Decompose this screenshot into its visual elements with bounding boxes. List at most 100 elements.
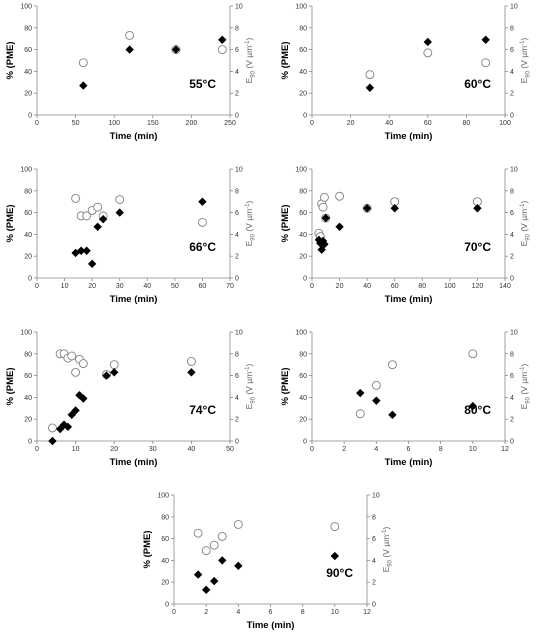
x-tick-label: 0 — [310, 120, 314, 127]
x-tick-label: 30 — [116, 283, 124, 290]
y-axis-title-left: % (PME) — [142, 531, 153, 569]
y-tick-label-left: 80 — [299, 25, 307, 32]
y-tick-label-left: 20 — [24, 91, 32, 98]
y-tick-label-right: 4 — [235, 395, 239, 402]
y-tick-label-left: 40 — [299, 232, 307, 239]
y-tick-label-right: 2 — [510, 417, 514, 424]
x-tick-label: 0 — [35, 120, 39, 127]
x-tick-label: 50 — [72, 120, 80, 127]
data-point-e90 — [371, 380, 381, 390]
y-tick-label-right: 2 — [510, 254, 514, 261]
y-tick-label-left: 40 — [299, 395, 307, 402]
chart-panel: 0 2 4 6 8 10 12 0 20 40 60 80 100 0 2 4 6 8 10 Time (min)% … — [275, 326, 550, 471]
x-tick-label: 6 — [407, 446, 411, 453]
x-tick-label: 8 — [301, 609, 305, 616]
x-axis-title: Time (min) — [385, 131, 433, 142]
x-tick-label: 30 — [149, 446, 157, 453]
y-tick-label-right: 0 — [235, 439, 239, 446]
y-tick-label-right: 4 — [235, 232, 239, 239]
y-tick-label-right: 8 — [372, 514, 376, 521]
y-tick-label-right: 6 — [235, 210, 239, 217]
y-tick-label-left: 0 — [165, 602, 169, 609]
data-point-e90 — [209, 540, 219, 550]
y-tick-label-left: 20 — [24, 254, 32, 261]
y-tick-label-left: 60 — [299, 47, 307, 54]
data-point-pme — [321, 213, 330, 223]
x-tick-label: 0 — [310, 283, 314, 290]
x-tick-label: 100 — [108, 120, 120, 127]
x-tick-label: 10 — [72, 446, 80, 453]
x-tick-label: 140 — [499, 283, 511, 290]
temperature-label: 70°C — [464, 240, 491, 254]
data-point-e90 — [71, 193, 81, 203]
y-tick-label-right: 2 — [235, 91, 239, 98]
y-axis-title-left: % (PME) — [280, 368, 291, 406]
data-point-pme — [187, 368, 196, 377]
data-point-e90 — [78, 359, 88, 369]
data-point-e90 — [82, 211, 92, 221]
y-tick-label-left: 0 — [303, 113, 307, 120]
data-point-pme — [79, 81, 88, 90]
data-point-pme — [218, 556, 227, 565]
y-tick-label-right: 8 — [235, 25, 239, 32]
data-point-pme — [93, 222, 102, 231]
data-point-e90 — [355, 409, 365, 419]
data-point-e90 — [201, 546, 211, 556]
y-tick-label-right: 4 — [510, 395, 514, 402]
data-point-e90 — [233, 519, 243, 529]
x-tick-label: 60 — [391, 283, 399, 290]
x-tick-label: 2 — [342, 446, 346, 453]
y-tick-label-right: 0 — [372, 602, 376, 609]
y-tick-label-left: 100 — [157, 493, 169, 500]
y-tick-label-left: 100 — [295, 330, 307, 337]
y-tick-label-left: 20 — [299, 91, 307, 98]
data-point-e90 — [481, 58, 491, 68]
y-tick-label-right: 6 — [372, 536, 376, 543]
data-point-e90 — [318, 202, 328, 212]
data-point-e90 — [330, 522, 340, 532]
x-tick-label: 150 — [147, 120, 159, 127]
y-axis-title-right: E90 (V µm-1) — [381, 526, 394, 572]
y-tick-label-right: 4 — [510, 232, 514, 239]
x-tick-label: 4 — [236, 609, 240, 616]
y-tick-label-left: 100 — [20, 167, 32, 174]
data-point-e90 — [335, 191, 345, 201]
x-tick-label: 80 — [463, 120, 471, 127]
y-tick-label-right: 8 — [510, 188, 514, 195]
x-tick-label: 10 — [331, 609, 339, 616]
data-point-pme — [314, 235, 324, 245]
x-axis-title: Time (min) — [385, 294, 433, 305]
y-tick-label-right: 8 — [510, 25, 514, 32]
temperature-label: 55°C — [189, 77, 216, 91]
y-tick-label-right: 10 — [510, 167, 518, 174]
data-point-pme — [330, 551, 340, 561]
y-tick-label-right: 0 — [510, 276, 514, 283]
data-point-pme — [317, 245, 326, 254]
data-point-pme — [320, 240, 329, 249]
data-point-pme — [198, 197, 207, 206]
x-axis-title: Time (min) — [110, 131, 158, 142]
data-point-pme — [423, 37, 432, 47]
x-tick-label: 4 — [374, 446, 378, 453]
data-point-e90 — [125, 30, 135, 40]
y-axis-title-left: % (PME) — [5, 205, 16, 243]
x-tick-label: 70 — [226, 283, 234, 290]
data-point-pme — [388, 410, 397, 420]
data-point-pme — [365, 83, 375, 92]
data-point-e90 — [109, 360, 119, 370]
data-point-pme — [356, 388, 365, 398]
x-tick-label: 40 — [363, 283, 371, 290]
y-tick-label-left: 0 — [28, 113, 32, 120]
x-tick-label: 20 — [347, 120, 355, 127]
y-axis-title-right: E90 (V µm-1) — [519, 363, 532, 409]
data-point-e90 — [423, 48, 433, 58]
data-point-e90 — [67, 351, 77, 361]
y-tick-label-left: 60 — [299, 210, 307, 217]
x-tick-label: 20 — [88, 283, 96, 290]
data-point-e90 — [387, 360, 397, 370]
data-point-e90 — [468, 349, 478, 359]
x-axis-title: Time (min) — [247, 620, 295, 631]
y-tick-label-left: 0 — [303, 276, 307, 283]
